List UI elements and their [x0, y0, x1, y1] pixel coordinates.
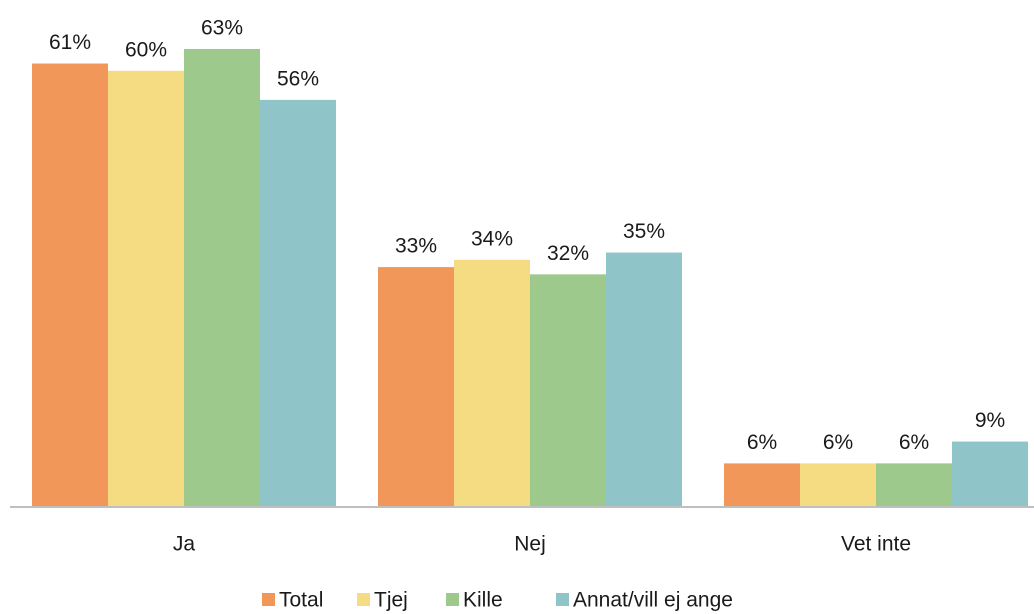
bar [800, 463, 876, 507]
data-label: 6% [747, 431, 777, 454]
bar [454, 259, 530, 507]
x-tick-label: Ja [173, 533, 196, 556]
bar [378, 267, 454, 507]
legend-label: Total [279, 589, 323, 612]
data-label: 60% [125, 38, 167, 61]
bar [952, 441, 1028, 507]
bar [32, 63, 108, 507]
data-label: 61% [49, 31, 91, 54]
data-label: 9% [975, 409, 1005, 432]
legend-label: Annat/vill ej ange [573, 589, 733, 612]
x-tick-label: Nej [514, 533, 546, 556]
data-label: 63% [201, 17, 243, 40]
data-label: 32% [547, 242, 589, 265]
legend-swatch [357, 593, 370, 606]
legend-label: Tjej [374, 589, 408, 612]
bar [724, 463, 800, 507]
data-label: 6% [823, 431, 853, 454]
legend-swatch [446, 593, 459, 606]
data-label: 35% [623, 220, 665, 243]
data-label: 34% [471, 227, 513, 250]
data-label: 6% [899, 431, 929, 454]
bar [606, 252, 682, 507]
bar [530, 274, 606, 507]
data-label: 56% [277, 67, 319, 90]
x-tick-label: Vet inte [841, 533, 911, 556]
bar [108, 70, 184, 508]
bar [876, 463, 952, 507]
bar [184, 48, 260, 508]
bar [260, 99, 336, 507]
legend-swatch [556, 593, 569, 606]
legend-swatch [262, 593, 275, 606]
data-label: 33% [395, 235, 437, 258]
legend-label: Kille [463, 589, 503, 612]
